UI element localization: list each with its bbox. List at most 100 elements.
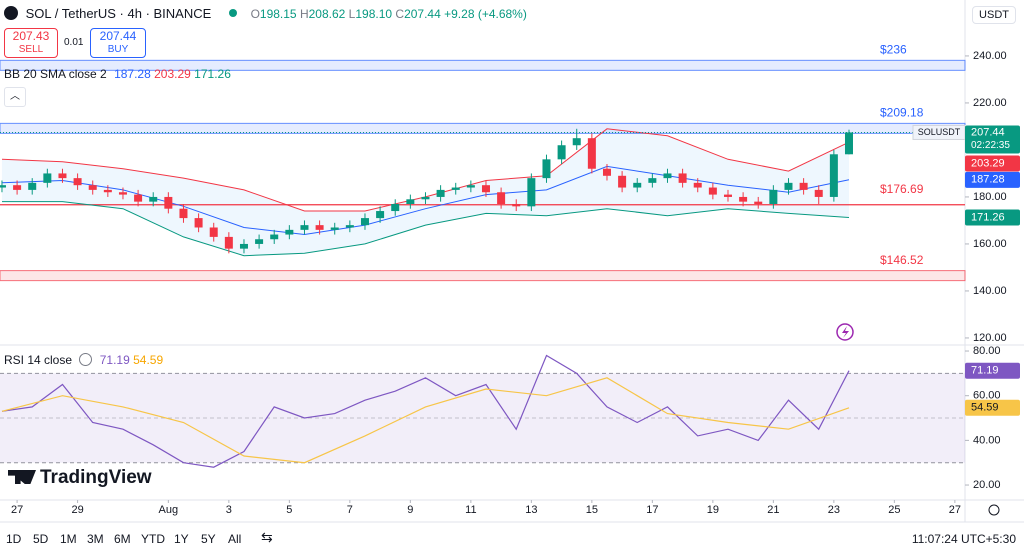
level-zone <box>0 59 966 71</box>
bb-name: BB 20 SMA close 2 <box>4 67 107 81</box>
candle-body <box>602 168 611 176</box>
candle-body <box>118 192 127 195</box>
bb-tag-label: 203.29 <box>971 157 1005 169</box>
x-tick-label: 17 <box>646 504 658 516</box>
candle-body <box>512 203 521 207</box>
sell-button[interactable]: 207.43 SELL <box>4 28 58 58</box>
level-zone <box>0 122 966 134</box>
level-label: $236 <box>880 43 907 57</box>
candle-body <box>194 218 203 228</box>
candle-body <box>164 196 173 209</box>
candle-body <box>451 187 460 190</box>
range-button[interactable]: 3M <box>87 532 104 546</box>
symbol-tag-label: SOLUSDT <box>918 127 961 137</box>
sell-label: SELL <box>18 44 44 55</box>
range-button[interactable]: 5Y <box>201 532 216 546</box>
candle-body <box>829 154 838 197</box>
x-tick-label: 27 <box>949 504 961 516</box>
settings-icon[interactable] <box>79 353 93 366</box>
candle-body <box>754 201 763 204</box>
rsi-ma-line <box>1 377 850 464</box>
settings-icon <box>988 504 1000 516</box>
candle-body <box>376 211 385 219</box>
bb-basis-value: 187.28 <box>114 67 151 81</box>
bb-basis <box>1 165 850 236</box>
buy-price: 207.44 <box>99 29 137 43</box>
countdown: 02:22:35 <box>971 140 1010 151</box>
level-label: $146.52 <box>880 253 924 267</box>
change: +9.28 (+4.68%) <box>444 7 527 21</box>
bb-tag-label: 187.28 <box>971 174 1005 186</box>
x-tick-label: 9 <box>407 504 413 516</box>
x-tick-label: 19 <box>707 504 719 516</box>
candle-body <box>330 227 339 230</box>
compare-icon[interactable]: ⇆ <box>261 529 273 545</box>
candle-body <box>43 173 52 183</box>
candle-body <box>693 182 702 188</box>
rsi-legend: RSI 14 close 71.19 54.59 <box>4 353 163 367</box>
candle-body <box>315 225 324 230</box>
candle-body <box>618 175 627 188</box>
candle-body <box>557 145 566 160</box>
x-tick-label: 25 <box>888 504 900 516</box>
clock: 11:07:24 UTC+5:30 <box>911 532 1016 546</box>
bb-lower <box>2 201 850 257</box>
ohlc-key: C <box>395 7 405 21</box>
range-button[interactable]: YTD <box>141 532 165 546</box>
candle-body <box>844 132 853 155</box>
range-button[interactable]: 1M <box>60 532 77 546</box>
level-label: $176.69 <box>880 182 924 196</box>
candle-body <box>436 189 445 197</box>
ohlc-value: 198.10 <box>355 7 393 21</box>
candle-body <box>209 227 218 237</box>
candle-body <box>58 173 67 179</box>
collapse-button[interactable]: ︿ <box>4 87 26 107</box>
bb-tag <box>965 171 1020 188</box>
x-tick-label: 15 <box>586 504 598 516</box>
ohlc-value: 207.44 <box>404 7 441 21</box>
y-tick-label: 40.00 <box>973 434 1001 446</box>
candle-body <box>0 185 6 188</box>
ohlc-key: H <box>299 7 309 21</box>
candle-body <box>648 178 657 183</box>
candle-body <box>678 173 687 183</box>
candle-body <box>784 182 793 190</box>
x-tick-label: 29 <box>71 504 83 516</box>
price-tag <box>965 125 1020 154</box>
alert-bolt <box>842 326 849 338</box>
rsi-band-fill <box>0 373 965 463</box>
candle-body <box>633 182 642 188</box>
brand-name: TradingView <box>40 467 152 488</box>
candle-body <box>345 225 354 228</box>
range-button[interactable]: 5D <box>33 532 49 546</box>
candle-body <box>814 189 823 197</box>
symbol[interactable]: SOL / TetherUS · 4h · BINANCE <box>25 6 212 21</box>
x-tick-label: 5 <box>286 504 292 516</box>
candle-body <box>270 234 279 240</box>
y-tick-label: 80.00 <box>973 345 1001 357</box>
symbol-icon <box>4 6 18 20</box>
bb-tag-label: 171.26 <box>971 211 1005 223</box>
range-button[interactable]: 1D <box>6 532 22 546</box>
candle-body <box>285 229 294 235</box>
currency-button[interactable]: USDT <box>972 6 1016 24</box>
x-tick-label: 3 <box>226 504 232 516</box>
x-tick-label: 11 <box>465 504 476 516</box>
candle-body <box>73 178 82 186</box>
candle-body <box>587 138 596 169</box>
candle-body <box>300 225 309 230</box>
bb-tag <box>965 209 1020 226</box>
candle-body <box>13 185 22 190</box>
x-tick-label: 21 <box>767 504 779 516</box>
range-button[interactable]: 6M <box>114 532 131 546</box>
buy-button[interactable]: 207.44 BUY <box>90 28 146 58</box>
rsi-tag <box>965 362 1020 379</box>
price-tag-label: 207.44 <box>971 126 1005 138</box>
candle-body <box>88 185 97 190</box>
range-button[interactable]: All <box>228 532 242 546</box>
candle-body <box>723 194 732 197</box>
y-tick-label: 180.00 <box>973 191 1007 203</box>
range-button[interactable]: 1Y <box>174 532 189 546</box>
candle-body <box>179 208 188 219</box>
